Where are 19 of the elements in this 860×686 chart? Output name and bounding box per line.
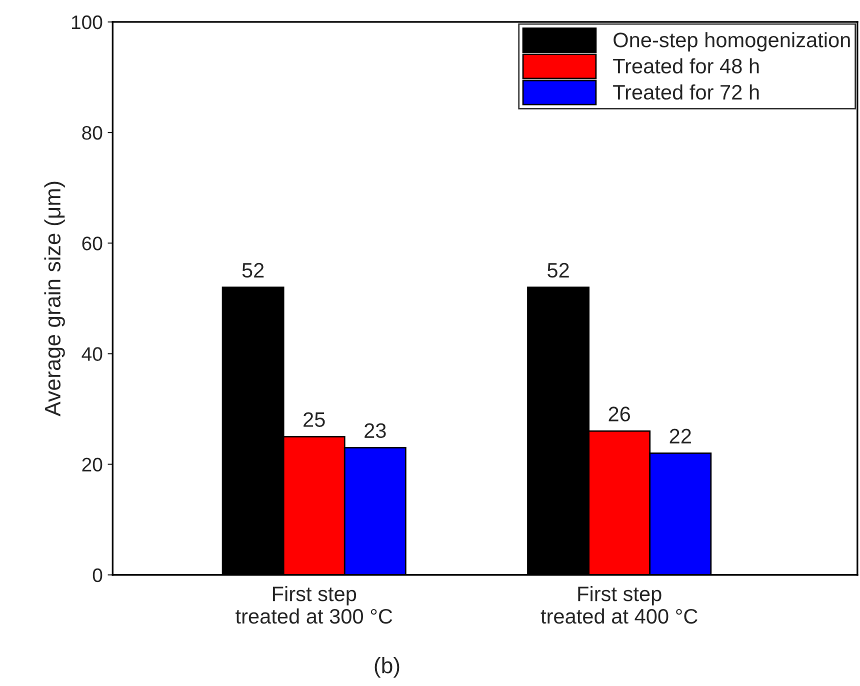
data-label: 52 <box>548 262 569 278</box>
legend-label: One-step homogenization <box>614 32 850 52</box>
data-label: 22 <box>670 428 691 444</box>
data-label: 26 <box>608 406 630 422</box>
y-tick-label: 20 <box>82 458 102 472</box>
y-tick-label: 60 <box>82 236 102 250</box>
y-tick-label: 80 <box>82 126 102 140</box>
x-tick-label: First step treated at 400 °C <box>540 586 698 624</box>
text: (b) <box>374 657 400 678</box>
legend-label: Treated for 48 h <box>613 58 759 74</box>
legend-label: Treated for 72 h <box>613 84 759 100</box>
data-label: 25 <box>304 412 325 427</box>
y-tick-label: 100 <box>72 15 102 30</box>
data-label: 23 <box>364 423 386 438</box>
y-axis-title: Average grain size (μm) <box>44 182 65 416</box>
y-tick-label: 40 <box>82 347 102 361</box>
x-tick-label: First step treated at 300 °C <box>236 586 392 624</box>
y-tick-label: 0 <box>92 568 102 582</box>
data-label: 52 <box>242 262 264 278</box>
